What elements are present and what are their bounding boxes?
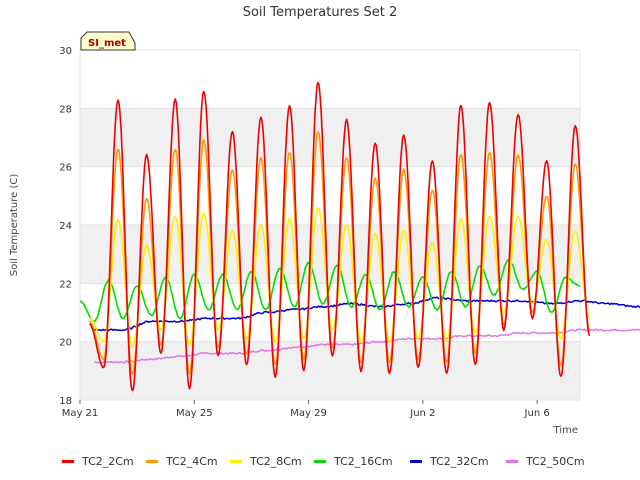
series-line-TC2_50Cm [94,328,640,364]
y-tick-label: 26 [59,163,72,174]
series-line-TC2_32Cm [94,296,640,332]
legend-item: TC2_2Cm [62,452,134,470]
legend-item: TC2_50Cm [506,452,585,470]
legend-label: TC2_8Cm [250,454,302,468]
y-tick-label: 28 [59,104,72,115]
background-band [80,50,580,109]
legend-swatch [314,459,326,463]
y-tick-label: 24 [59,221,72,232]
legend-item: TC2_8Cm [230,452,302,470]
legend-label: TC2_4Cm [166,454,218,468]
legend-label: TC2_16Cm [334,454,393,468]
legend: TC2_2Cm TC2_4Cm TC2_8Cm TC2_16Cm TC2_32Cm TC2… [0,452,640,470]
legend-swatch [410,459,422,463]
site-annotation: SI_met [80,31,136,51]
y-tick-label: 20 [59,338,72,349]
legend-swatch [62,459,74,463]
x-axis-ticks: May 21 May 25 May 29 Jun 2 Jun 6 [62,400,550,419]
y-tick-label: 18 [59,396,72,407]
annotation-box [80,31,136,51]
legend-item: TC2_32Cm [410,452,489,470]
y-axis-label: Soil Temperature (C) [9,174,20,277]
background-band [80,341,580,400]
y-tick-label: 22 [59,279,72,290]
x-tick-label: May 21 [62,408,99,419]
series-line-TC2_2Cm [89,81,591,392]
x-tick-label: May 25 [176,408,213,419]
x-tick-label: Jun 2 [409,408,435,419]
annotation-label: SI_met [88,38,126,49]
legend-swatch [146,459,158,463]
legend-swatch [506,459,518,463]
background-band [80,108,580,167]
series-line-TC2_16Cm [79,259,581,323]
y-tick-label: 30 [59,46,72,57]
legend-label: TC2_50Cm [526,454,585,468]
background-band [80,166,580,225]
x-tick-label: May 29 [290,408,327,419]
chart-title: Soil Temperatures Set 2 [243,5,398,20]
y-axis-ticks: 18 20 22 24 26 28 30 [59,46,72,407]
legend-label: TC2_2Cm [82,454,134,468]
plot-area-border [79,49,581,401]
x-tick-label: Jun 6 [524,408,550,419]
legend-item: TC2_16Cm [314,452,393,470]
legend-item: TC2_4Cm [146,452,218,470]
legend-swatch [230,459,242,463]
x-axis-label: Time [553,425,578,436]
legend-label: TC2_32Cm [430,454,489,468]
series-layer [79,81,640,392]
